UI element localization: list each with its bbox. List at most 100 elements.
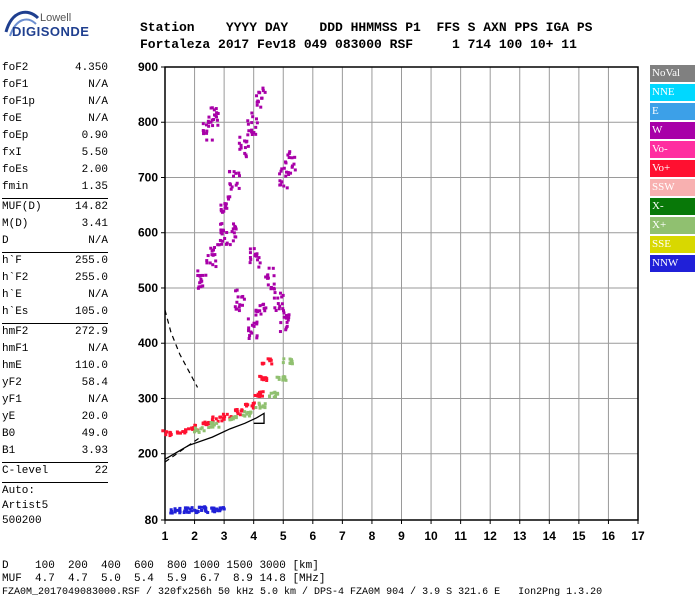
echo-point <box>201 284 205 288</box>
echo-point <box>223 206 227 210</box>
param-row: hmF1 N/A <box>2 341 108 358</box>
echo-point <box>263 309 267 313</box>
echo-point <box>260 377 264 381</box>
echo-point <box>238 135 242 139</box>
y-tick-label: 600 <box>138 226 158 240</box>
echo-point <box>285 170 289 174</box>
echo-point <box>204 273 208 277</box>
echo-point <box>190 506 194 510</box>
legend-item: NNE <box>650 84 695 101</box>
echo-point <box>199 285 203 289</box>
param-row: fmin 1.35 <box>2 179 108 196</box>
echo-point <box>176 431 180 435</box>
param-row: M(D) 3.41 <box>2 216 108 233</box>
x-tick-label: 10 <box>424 529 438 543</box>
echo-point <box>238 413 242 417</box>
echo-point <box>255 94 259 98</box>
echo-point <box>234 289 238 293</box>
legend-item: E <box>650 103 695 120</box>
echo-point <box>193 423 197 427</box>
x-tick-label: 5 <box>280 529 287 543</box>
echo-point <box>253 393 257 397</box>
echo-point <box>232 222 236 226</box>
echo-point <box>278 179 282 183</box>
param-value: N/A <box>88 235 108 247</box>
x-tick-label: 16 <box>602 529 616 543</box>
echo-point <box>292 162 296 166</box>
param-key: foEp <box>2 130 29 142</box>
x-tick-label: 17 <box>631 529 645 543</box>
echo-point <box>243 146 247 150</box>
echo-point <box>209 106 213 110</box>
param-row: yE 20.0 <box>2 409 108 426</box>
echo-point <box>207 124 211 128</box>
echo-point <box>254 309 258 313</box>
echo-point <box>164 433 168 437</box>
param-value: 255.0 <box>74 272 108 284</box>
auto-block: Auto: Artist5 500200 <box>2 484 48 529</box>
echo-point <box>281 361 285 365</box>
echo-point <box>255 336 259 340</box>
echo-point <box>222 507 226 511</box>
echo-point <box>228 243 232 247</box>
echo-point <box>246 133 250 137</box>
echo-point <box>214 107 218 111</box>
echo-point <box>219 507 223 511</box>
echo-point <box>254 406 258 410</box>
param-row: foEp 0.90 <box>2 128 108 145</box>
echo-point <box>219 203 223 207</box>
echo-point <box>161 429 165 433</box>
echo-point <box>200 505 204 509</box>
echo-point <box>210 418 214 422</box>
echo-point <box>286 153 290 157</box>
echo-point <box>250 323 254 327</box>
echo-point <box>187 510 191 514</box>
echo-point <box>197 505 201 509</box>
echo-point <box>258 261 262 265</box>
echo-point <box>215 421 219 425</box>
echo-point <box>263 402 267 406</box>
echo-point <box>211 124 215 128</box>
echo-point <box>210 118 214 122</box>
echo-point <box>277 375 281 379</box>
echo-point <box>234 415 238 419</box>
echo-point <box>243 414 247 418</box>
echo-point <box>279 321 283 325</box>
echo-point <box>271 266 275 270</box>
param-row: hmE 110.0 <box>2 358 108 375</box>
echo-point <box>190 509 194 513</box>
echo-point <box>279 183 283 187</box>
param-value: 105.0 <box>74 306 108 318</box>
y-tick-label: 200 <box>138 447 158 461</box>
echo-point <box>188 507 192 511</box>
echo-point <box>262 361 266 365</box>
param-key: yF2 <box>2 377 22 389</box>
echo-point <box>193 508 197 512</box>
x-tick-label: 1 <box>162 529 169 543</box>
y-tick-label: 300 <box>138 391 158 405</box>
echo-point <box>176 508 180 512</box>
echo-point <box>261 390 265 394</box>
echo-point <box>193 426 197 430</box>
echo-point <box>196 286 200 290</box>
echo-point <box>284 328 288 332</box>
param-value: N/A <box>88 96 108 108</box>
echo-point <box>284 161 288 165</box>
echo-point <box>207 422 211 426</box>
echo-point <box>213 253 217 257</box>
echo-point <box>234 171 238 175</box>
echo-point <box>282 309 286 313</box>
param-row: MUF(D) 14.82 <box>2 199 108 216</box>
param-key: yE <box>2 411 16 423</box>
echo-point <box>216 112 220 116</box>
echo-point <box>260 405 264 409</box>
param-value: 1.35 <box>81 181 108 193</box>
echo-point <box>224 242 228 246</box>
echo-point <box>232 174 236 178</box>
echo-point <box>222 417 226 421</box>
param-row: D N/A <box>2 233 108 250</box>
echo-point <box>173 507 177 511</box>
param-row: B1 3.93 <box>2 443 108 460</box>
echo-point <box>250 130 254 134</box>
param-row: foF1 N/A <box>2 77 108 94</box>
